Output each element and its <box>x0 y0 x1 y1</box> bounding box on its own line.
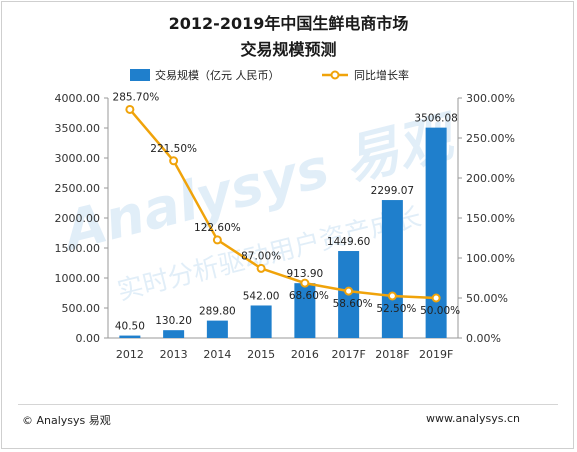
bar-value-label: 130.20 <box>155 315 192 327</box>
footer-url: www.analysys.cn <box>426 412 520 425</box>
bar-value-label: 3506.08 <box>414 113 457 125</box>
bar <box>206 320 228 338</box>
growth-rate-label: 122.60% <box>194 222 241 234</box>
growth-rate-point <box>344 286 354 296</box>
bar <box>425 127 447 339</box>
bar-value-label: 542.00 <box>243 290 280 302</box>
growth-rate-label: 52.50% <box>376 303 416 315</box>
x-tick-label: 2017F <box>331 348 365 361</box>
y-right-tick-label: 150.00% <box>466 212 515 225</box>
chart-title: 2012-2019年中国生鲜电商市场 <box>168 14 409 33</box>
data-labels: 40.50 130.20 289.80 542.00 913.90 1449.60 2299… <box>113 91 461 332</box>
y-left-tick-label: 1000.00 <box>55 272 101 285</box>
y-right-tick-label: 200.00% <box>466 172 515 185</box>
x-tick-label: 2018F <box>375 348 409 361</box>
legend-line-label: 同比增长率 <box>354 68 409 82</box>
x-tick-label: 2013 <box>160 348 188 361</box>
growth-rate-label: 87.00% <box>241 250 281 262</box>
bar-value-label: 1449.60 <box>327 236 370 248</box>
legend: 交易规模（亿元 人民币） 同比增长率 <box>130 68 409 82</box>
chart-subtitle: 交易规模预测 <box>240 40 337 59</box>
x-tick-label: 2015 <box>247 348 275 361</box>
axes: 0.00 500.00 1000.00 1500.00 2000.00 2500.00 30… <box>55 92 515 361</box>
growth-rate-line <box>128 108 437 300</box>
bar <box>119 335 141 338</box>
legend-bar-swatch <box>130 69 150 81</box>
growth-rate-label: 285.70% <box>113 91 160 103</box>
y-left-tick-label: 3500.00 <box>55 122 101 135</box>
growth-rate-point <box>387 291 397 301</box>
growth-rate-point <box>300 278 310 288</box>
x-tick-label: 2016 <box>291 348 319 361</box>
x-tick-label: 2012 <box>116 348 144 361</box>
y-left-tick-label: 2000.00 <box>55 212 101 225</box>
growth-rate-label: 68.60% <box>289 290 329 302</box>
growth-rate-point <box>431 293 441 303</box>
y-left-tick-label: 500.00 <box>62 302 101 315</box>
y-left-tick-label: 1500.00 <box>55 242 101 255</box>
bar <box>250 305 272 338</box>
growth-rate-label: 50.00% <box>420 305 460 317</box>
watermark-brand: Analysys 易观 <box>54 104 465 264</box>
bar-value-label: 2299.07 <box>371 185 414 197</box>
y-left-tick-label: 4000.00 <box>55 92 101 105</box>
growth-rate-label: 58.60% <box>333 298 373 310</box>
y-right-tick-label: 100.00% <box>466 252 515 265</box>
y-right-tick-label: 300.00% <box>466 92 515 105</box>
bar-value-label: 913.90 <box>287 268 324 280</box>
growth-rate-point <box>125 104 135 114</box>
growth-rate-point <box>169 156 179 166</box>
line-series <box>125 104 441 303</box>
x-tick-label: 2019F <box>419 348 453 361</box>
footer-divider <box>18 404 558 405</box>
bar-series <box>119 127 447 339</box>
growth-rate-point <box>212 235 222 245</box>
bar-value-label: 289.80 <box>199 306 236 318</box>
bar <box>294 283 316 338</box>
growth-rate-label: 221.50% <box>150 143 197 155</box>
x-tick-label: 2014 <box>203 348 231 361</box>
y-right-tick-label: 0.00% <box>466 332 501 345</box>
bar <box>163 330 185 338</box>
bar-value-label: 40.50 <box>115 321 145 333</box>
legend-bar-label: 交易规模（亿元 人民币） <box>155 68 280 82</box>
bar <box>381 200 403 338</box>
growth-rate-point <box>256 263 266 273</box>
y-right-tick-label: 250.00% <box>466 132 515 145</box>
y-right-tick-label: 50.00% <box>466 292 508 305</box>
y-left-tick-label: 3000.00 <box>55 152 101 165</box>
y-left-tick-label: 2500.00 <box>55 182 101 195</box>
y-left-tick-label: 0.00 <box>76 332 101 345</box>
footer-source: © Analysys 易观 <box>22 414 111 427</box>
watermark: Analysys 易观 实时分析驱动用户资产成长 <box>54 104 465 307</box>
legend-line-marker <box>330 70 340 80</box>
